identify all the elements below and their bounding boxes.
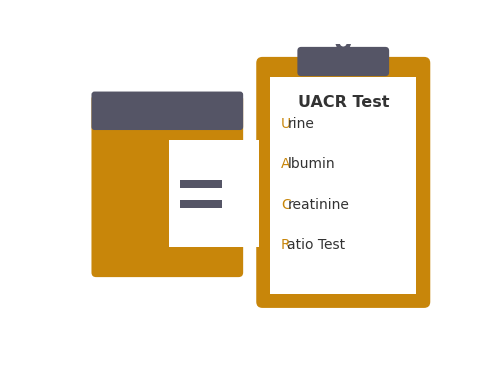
Bar — [174, 146, 229, 241]
Text: lbumin: lbumin — [288, 157, 335, 171]
Circle shape — [340, 39, 346, 46]
Text: R: R — [281, 238, 290, 252]
FancyBboxPatch shape — [92, 95, 243, 277]
Text: UACR Test: UACR Test — [298, 95, 389, 110]
Bar — [180, 180, 222, 188]
FancyBboxPatch shape — [298, 47, 389, 76]
FancyBboxPatch shape — [256, 57, 430, 308]
Circle shape — [336, 35, 351, 51]
Text: C: C — [281, 197, 290, 212]
Text: reatinine: reatinine — [288, 197, 350, 212]
Bar — [270, 77, 416, 294]
Text: A: A — [281, 157, 290, 171]
FancyBboxPatch shape — [92, 92, 243, 130]
Text: rine: rine — [288, 117, 314, 131]
Bar — [169, 140, 258, 247]
Bar — [180, 200, 222, 208]
Text: U: U — [281, 117, 291, 131]
Text: atio Test: atio Test — [288, 238, 346, 252]
